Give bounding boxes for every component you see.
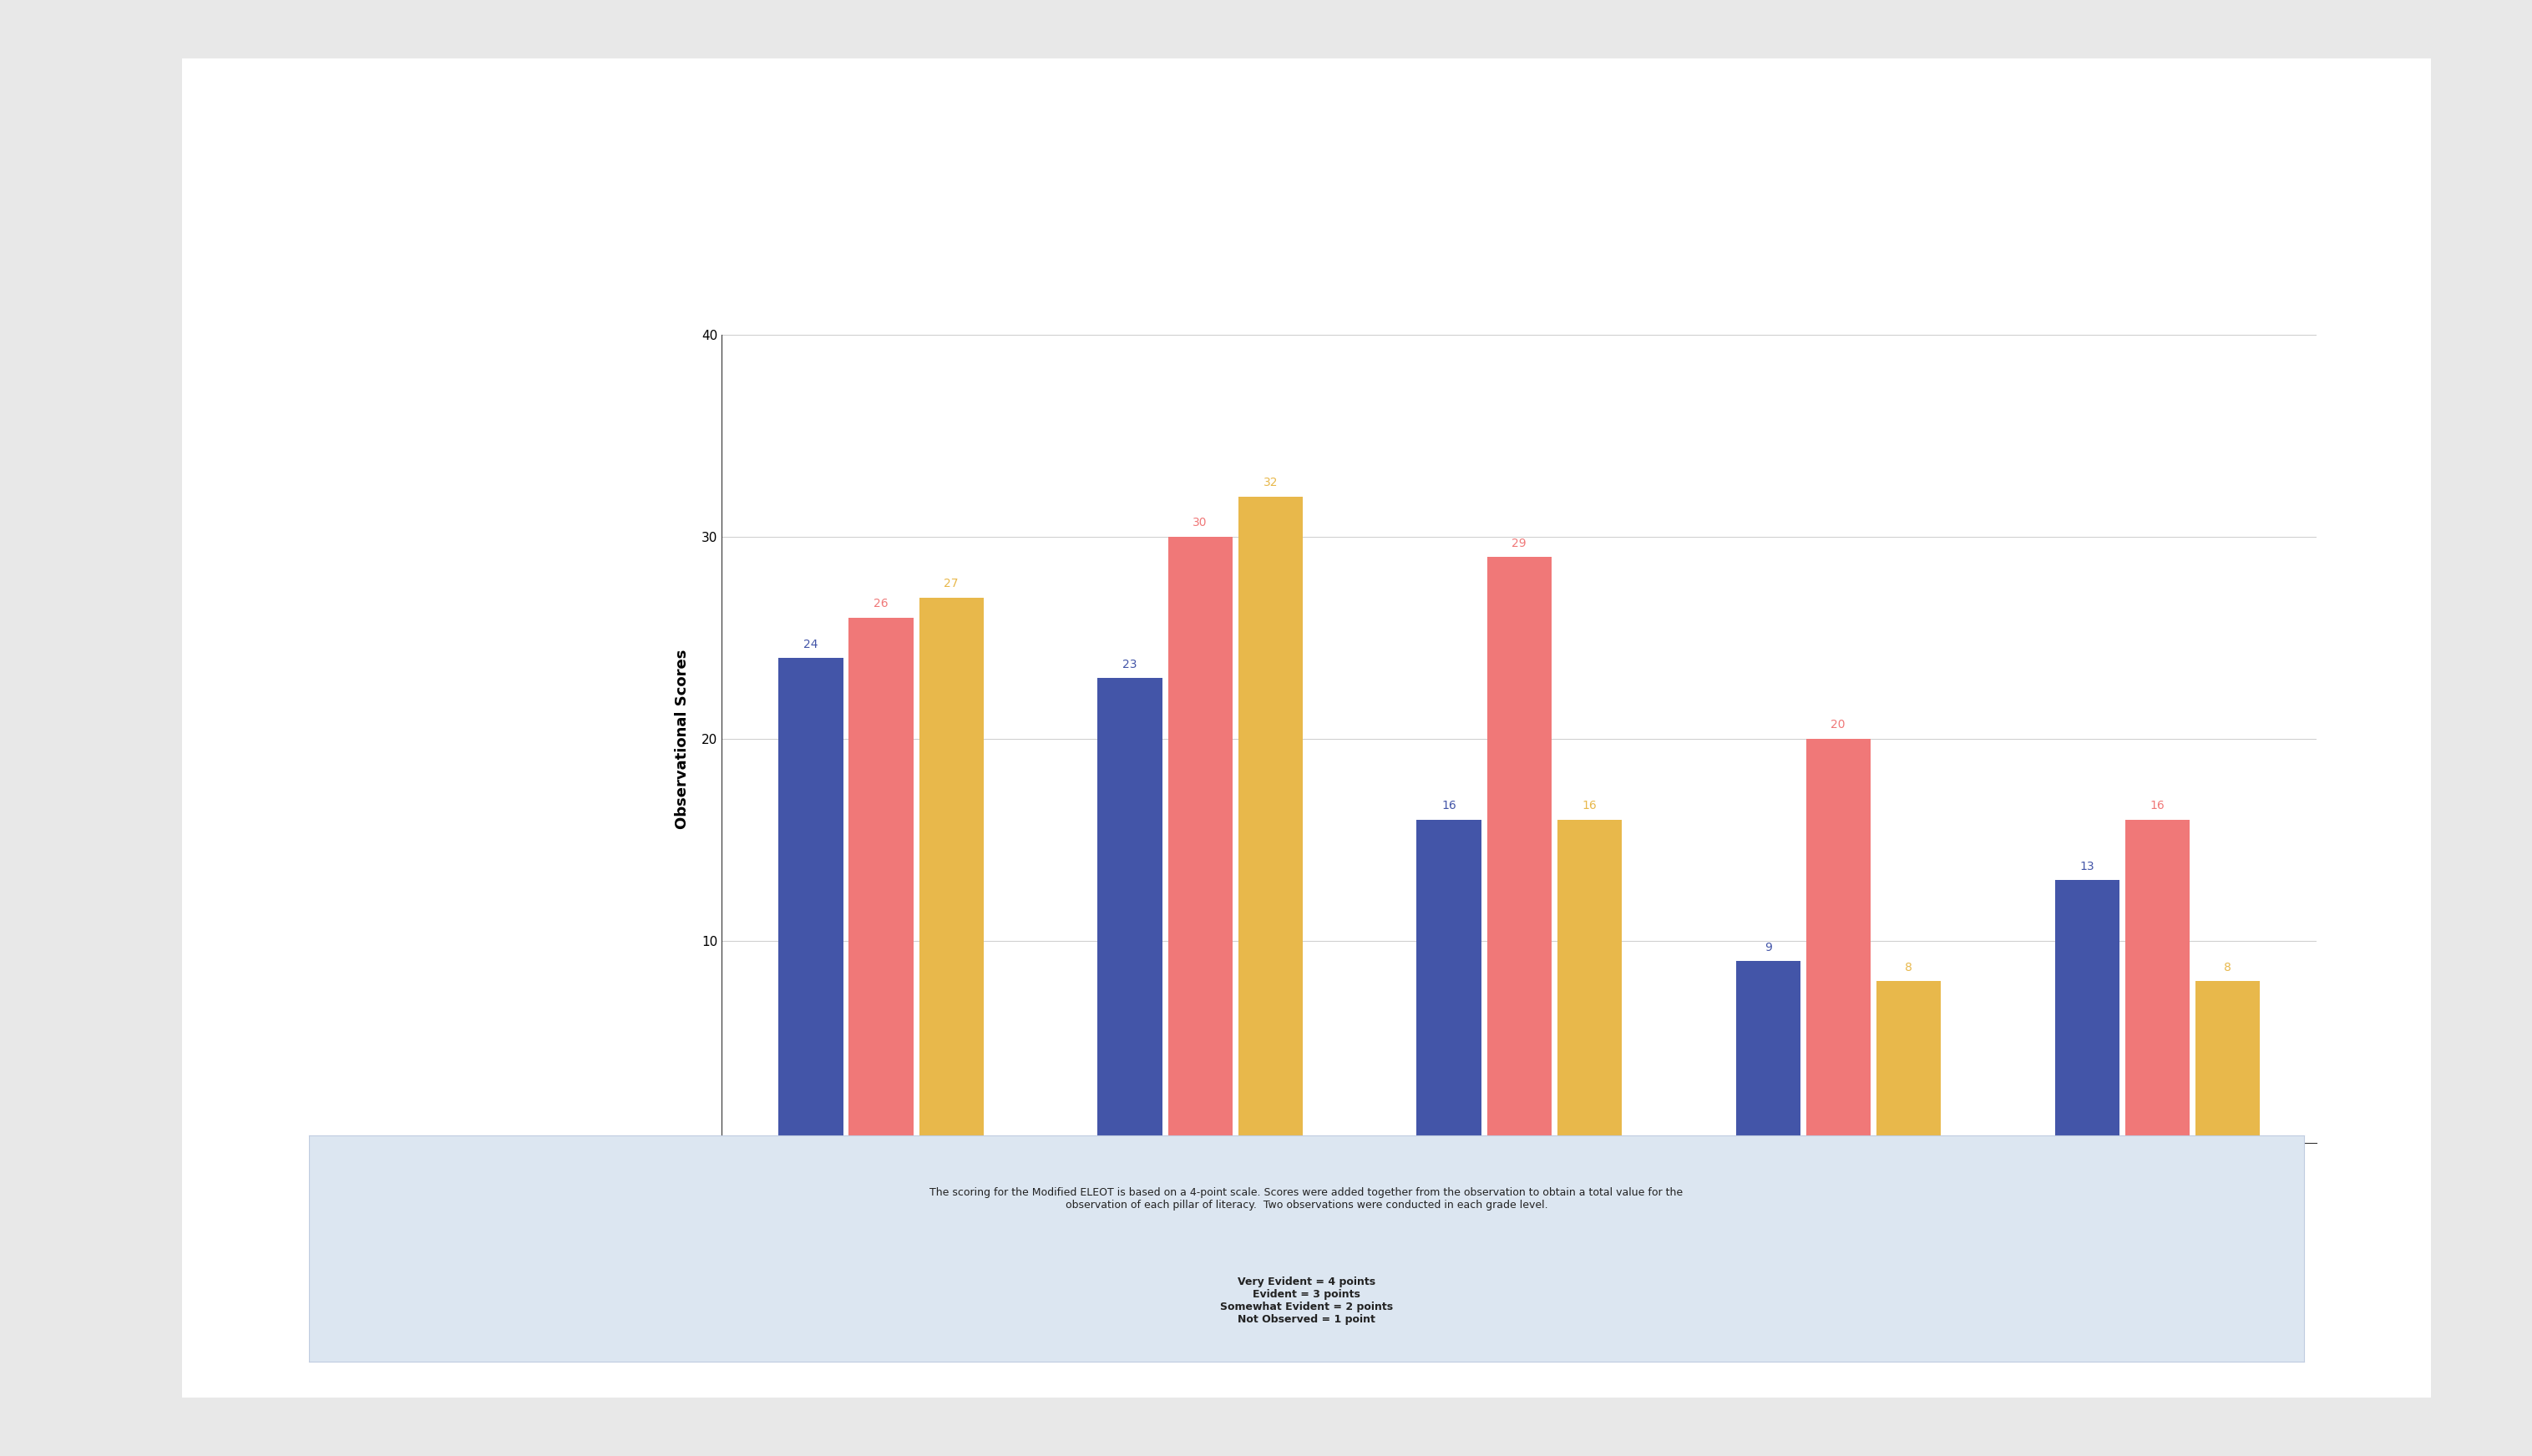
Y-axis label: Observational Scores: Observational Scores xyxy=(674,649,689,828)
Text: 8: 8 xyxy=(2223,961,2231,973)
Text: 13: 13 xyxy=(2079,860,2094,872)
Bar xyxy=(1238,496,1301,1143)
Text: 24: 24 xyxy=(803,638,818,649)
Text: 20: 20 xyxy=(1831,719,1846,731)
Bar xyxy=(1805,740,1871,1143)
Text: Very Evident = 4 points
Evident = 3 points
Somewhat Evident = 2 points
Not Obser: Very Evident = 4 points Evident = 3 poin… xyxy=(1220,1277,1393,1325)
Bar xyxy=(1876,981,1940,1143)
Text: 32: 32 xyxy=(1263,476,1279,488)
Bar xyxy=(919,597,982,1143)
Bar xyxy=(1557,820,1620,1143)
Text: 9: 9 xyxy=(1765,942,1772,954)
Text: 16: 16 xyxy=(1441,799,1456,811)
Bar xyxy=(1099,678,1162,1143)
Text: 23: 23 xyxy=(1122,658,1137,670)
Text: 8: 8 xyxy=(1904,961,1912,973)
Text: 26: 26 xyxy=(874,598,889,610)
Text: 27: 27 xyxy=(944,578,960,590)
Text: 30: 30 xyxy=(1193,517,1208,529)
Bar xyxy=(1418,820,1481,1143)
Bar xyxy=(1737,961,1800,1143)
Bar xyxy=(2056,881,2119,1143)
Bar xyxy=(2124,820,2190,1143)
Bar xyxy=(1486,558,1552,1143)
Bar xyxy=(1167,537,1233,1143)
Text: 16: 16 xyxy=(2150,799,2165,811)
Text: 29: 29 xyxy=(1512,537,1527,549)
Bar xyxy=(848,617,914,1143)
Text: The scoring for the Modified ELEOT is based on a 4-point scale. Scores were adde: The scoring for the Modified ELEOT is ba… xyxy=(929,1187,1684,1210)
Bar xyxy=(2195,981,2259,1143)
Text: 16: 16 xyxy=(1582,799,1598,811)
Bar xyxy=(780,658,843,1143)
Legend: 1st Grade, 2nd Grade, 3rd Grade: 1st Grade, 2nd Grade, 3rd Grade xyxy=(1347,1242,1691,1265)
